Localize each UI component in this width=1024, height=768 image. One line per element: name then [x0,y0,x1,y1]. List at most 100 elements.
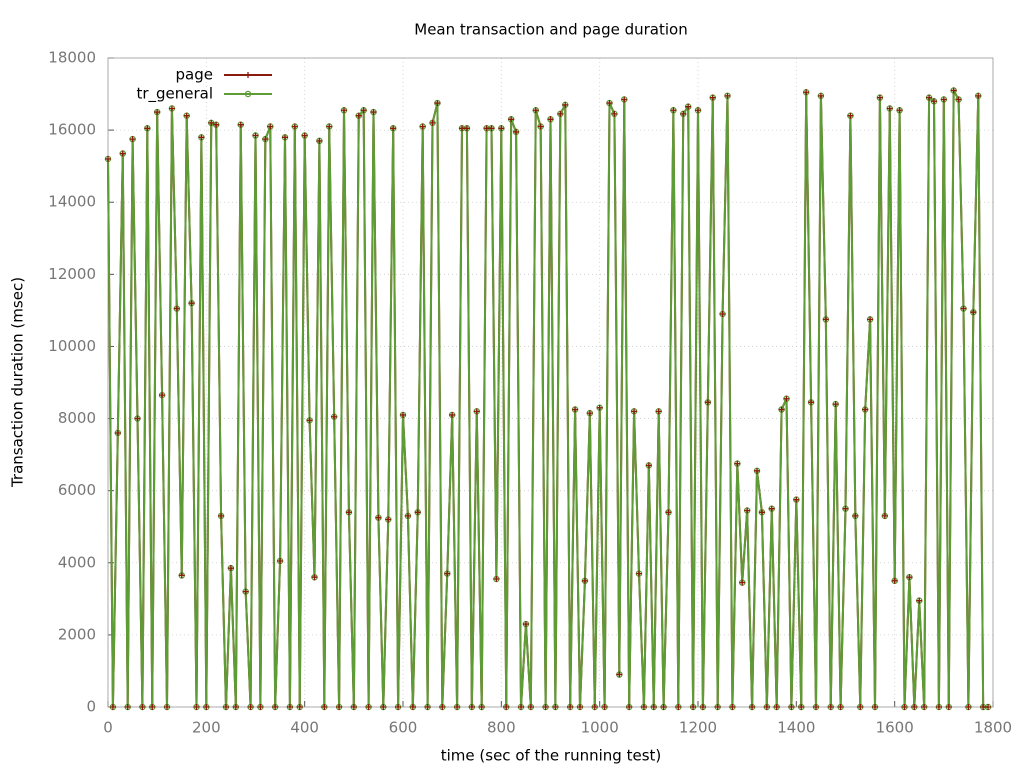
data-point [827,704,834,710]
data-point [768,505,775,512]
data-point [527,704,534,710]
data-point [321,704,328,710]
data-point [498,125,505,132]
x-tick-label: 1800 [974,719,1012,737]
data-point [532,107,539,114]
data-point [282,134,288,141]
data-point [606,100,613,107]
data-point [277,557,284,564]
data-point [537,123,544,130]
data-point [429,119,436,126]
data-point [360,107,367,114]
data-point [478,704,485,710]
x-tick-label: 600 [389,719,418,737]
y-tick-label: 14000 [48,193,96,211]
y-tick-label: 16000 [48,121,96,139]
data-point [881,512,888,519]
data-point [857,704,864,710]
legend-marker [244,90,252,98]
data-point [862,406,869,413]
data-point [518,704,524,710]
data-point [950,87,957,94]
data-point [237,121,244,128]
data-point [601,704,608,710]
data-point [709,94,716,101]
y-tick-label: 12000 [48,265,96,283]
data-point [159,392,166,399]
x-tick-label: 1000 [581,719,619,737]
data-point [655,408,662,415]
data-point [522,621,529,628]
y-axis-label: Transaction duration (msec) [9,277,27,488]
data-point [149,704,156,710]
y-tick-label: 0 [86,698,96,716]
data-point [813,704,819,710]
data-point [311,574,318,581]
data-point [134,415,141,422]
data-point [183,112,190,119]
data-point [154,109,161,116]
y-tick-label: 18000 [48,49,96,67]
data-point [567,704,574,710]
data-point [960,305,967,312]
data-point [213,121,220,128]
data-point [616,671,623,678]
data-point [345,509,352,516]
x-tick-label: 400 [290,719,319,737]
data-point [660,704,667,710]
data-point [493,576,500,583]
data-point [267,123,274,130]
chart-title: Mean transaction and page duration [414,21,687,39]
data-point [252,132,259,139]
data-point [178,572,185,579]
data-point [724,92,731,99]
data-point [581,577,588,584]
x-tick-label: 800 [487,719,516,737]
data-point [385,516,392,523]
data-point [734,460,741,467]
data-point [552,704,559,710]
data-point [852,512,859,519]
data-point [463,125,470,132]
data-point [105,155,111,162]
data-point [508,116,515,123]
data-point [390,125,397,132]
data-point [744,507,751,514]
data-point [572,406,579,413]
data-point [876,94,883,101]
data-point [247,704,254,710]
data-point [690,704,697,710]
data-point [341,107,347,114]
data-point [719,310,726,317]
data-point [419,123,426,130]
data-point [562,101,569,108]
data-point [513,128,520,135]
data-point [842,505,849,512]
data-point [754,467,760,474]
data-point [788,704,795,710]
y-tick-label: 2000 [58,625,96,643]
data-point [370,109,377,116]
data-point [926,94,933,101]
y-tick-label: 6000 [58,481,96,499]
data-point [783,395,790,402]
data-point [778,406,785,413]
data-point [257,704,264,710]
data-point [350,704,357,710]
data-point [375,514,382,521]
data-point [557,110,564,117]
data-point [763,704,770,710]
data-point [847,112,854,119]
data-point [921,704,928,710]
data-point [911,704,918,710]
data-point [645,462,652,469]
series-line [107,89,989,708]
data-point [975,92,982,99]
data-point [198,134,205,141]
data-point [168,105,175,112]
data-point [365,704,372,710]
data-point [837,704,844,710]
data-point [223,704,229,710]
data-point [955,96,962,103]
